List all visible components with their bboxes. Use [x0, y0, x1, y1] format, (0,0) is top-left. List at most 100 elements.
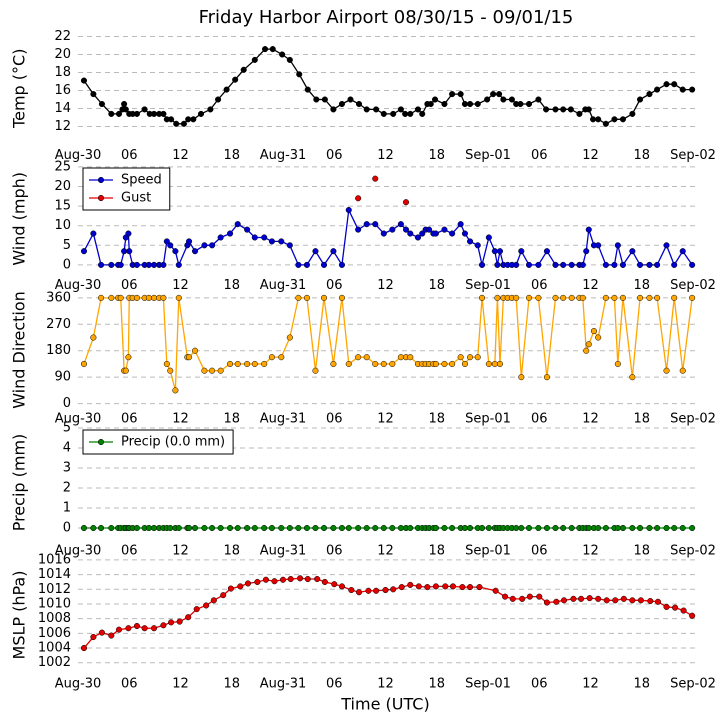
data-point [90, 524, 97, 532]
x-tick-label: Sep-01 [465, 412, 511, 427]
data-point [525, 294, 533, 301]
legend-label: Gust [121, 191, 151, 206]
data-point [567, 106, 574, 113]
data-point [636, 524, 644, 532]
y-tick-label: 5 [63, 238, 71, 253]
y-tick-label: 0 [63, 396, 71, 411]
data-point [509, 595, 516, 602]
data-point [217, 524, 224, 532]
x-tick-label: 12 [377, 412, 394, 427]
data-point [185, 354, 193, 361]
data-point [217, 367, 224, 374]
x-tick-label: 06 [121, 148, 138, 163]
x-tick-label: 06 [121, 544, 138, 559]
data-point [271, 578, 278, 585]
data-point [603, 597, 610, 604]
data-point [629, 248, 636, 255]
data-point [108, 261, 115, 268]
data-point [543, 374, 550, 381]
data-point [560, 106, 567, 113]
x-tick-label: Sep-02 [670, 677, 716, 692]
data-point [490, 91, 497, 98]
x-tick-label: Aug-31 [260, 278, 307, 293]
data-point [614, 524, 621, 532]
data-point [517, 100, 524, 108]
data-point [286, 334, 293, 341]
data-point [345, 524, 352, 532]
y-tick-label: 0 [63, 257, 71, 272]
x-tick-label: 12 [582, 677, 599, 692]
x-tick-label: 18 [633, 544, 650, 559]
data-point [654, 598, 662, 605]
data-point [363, 354, 370, 361]
data-point [176, 618, 183, 625]
data-point [185, 238, 193, 245]
data-point [390, 110, 397, 117]
data-point [363, 524, 370, 532]
data-point [578, 595, 585, 602]
data-point [303, 261, 310, 268]
data-point [663, 367, 670, 374]
x-tick-label: 06 [531, 412, 548, 427]
data-point [185, 614, 192, 621]
data-point [620, 595, 627, 602]
data-point [145, 261, 152, 268]
data-point [304, 575, 311, 583]
data-point [226, 524, 234, 532]
y-tick-label: 1006 [38, 626, 71, 641]
data-point [215, 96, 222, 103]
y-tick-label: 0 [63, 521, 71, 536]
data-point [355, 195, 362, 202]
data-point [432, 524, 439, 532]
data-point [389, 524, 396, 532]
data-point [525, 524, 533, 532]
data-point [671, 524, 678, 532]
data-point [536, 593, 543, 600]
data-point [141, 106, 148, 113]
data-point [679, 86, 686, 93]
y-tick-label: 360 [46, 290, 71, 305]
x-tick-label: Aug-30 [55, 412, 102, 427]
data-point [372, 524, 379, 532]
data-point [689, 294, 696, 301]
data-point [338, 100, 345, 108]
data-point [491, 248, 498, 255]
data-point [355, 354, 362, 361]
x-tick-label: 12 [172, 544, 189, 559]
data-point [268, 524, 275, 532]
x-tick-label: 12 [582, 278, 599, 293]
data-point [672, 604, 679, 611]
data-point [321, 578, 328, 586]
x-tick-label: Sep-01 [465, 278, 511, 293]
data-point [226, 360, 234, 367]
data-point [303, 524, 310, 532]
data-point [330, 106, 337, 113]
x-tick-label: 18 [633, 148, 650, 163]
data-point [402, 199, 410, 206]
y-tick-label: 25 [54, 159, 71, 174]
data-point [220, 592, 227, 599]
x-tick-label: 18 [223, 278, 240, 293]
data-point [163, 238, 170, 245]
x-tick-label: Aug-30 [55, 544, 102, 559]
y-tick-label: 3 [63, 461, 71, 476]
data-point [209, 367, 216, 374]
data-point [320, 524, 328, 532]
data-point [209, 524, 216, 532]
data-point [568, 294, 575, 301]
x-tick-label: 12 [377, 148, 394, 163]
data-point [579, 261, 586, 268]
data-point [279, 51, 286, 58]
data-point [330, 524, 337, 532]
data-point [647, 598, 654, 605]
data-point [240, 66, 247, 73]
data-point [108, 110, 115, 117]
data-point [338, 524, 345, 532]
data-point [244, 580, 252, 587]
x-tick-label: Aug-30 [55, 148, 102, 163]
y-tick-label: 15 [54, 199, 71, 214]
data-point [478, 261, 486, 268]
data-point [494, 261, 501, 268]
data-point [467, 100, 474, 108]
y-tick-label: 1012 [38, 582, 71, 597]
